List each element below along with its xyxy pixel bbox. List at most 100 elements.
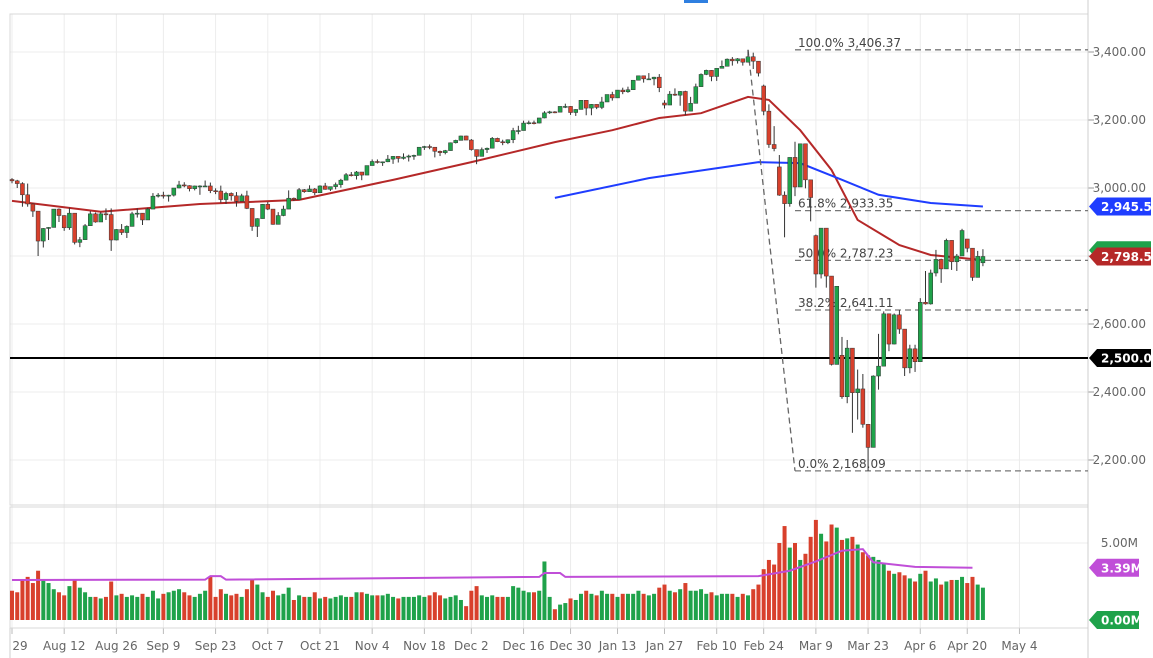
candle-up [458,135,464,141]
volume-bar [960,576,965,620]
price-tag-text: 2,798.57 [1101,250,1153,264]
fib-level-label: 61.8% 2,933.35 [798,197,893,211]
volume-bar [427,595,432,620]
candle-down [923,301,928,305]
volume-bar [62,595,67,620]
candle-up [275,215,281,225]
price-tick-label: 2,600.00 [1093,317,1146,331]
candle-down [949,240,954,263]
candle-down [500,141,505,144]
candle-up [578,100,584,110]
volume-bar [772,564,777,620]
candle-down [829,275,834,365]
fibonacci-retracement[interactable]: 100.0% 3,406.37 61.8% 2,933.35 50.0% 2,787… [747,36,1088,472]
volume-bar [354,592,359,620]
volume-bar [558,604,563,620]
candle-down [302,189,307,192]
candle-up [124,226,130,233]
candle-down [474,149,479,157]
candle-up [526,122,532,124]
candle-down [912,348,918,362]
candle-up [453,140,458,144]
candle-down [657,76,662,88]
volume-bar [693,590,698,620]
chart-frame [9,0,1089,658]
candle-up [944,240,949,270]
date-tick-label: Nov 18 [403,639,446,653]
volume-bar [599,590,604,620]
volume-bar [975,584,980,620]
candle-up [876,365,881,377]
volume-bar [103,596,108,620]
candle-down [265,204,271,210]
volume-bar [93,596,98,620]
candle-up [385,158,391,163]
volume-bar [244,589,249,620]
candle-down [108,214,114,241]
volume-bar [20,579,25,620]
candle-up [557,106,563,113]
volume-bar [766,559,771,620]
volume-bar [474,586,479,620]
volume-bar [375,595,380,620]
candle-up [698,74,704,87]
candle-up [918,301,923,362]
candle-up [834,286,840,365]
candle-down [35,210,41,242]
volume-bar [511,586,516,620]
volume-bar [495,596,500,620]
candle-up [416,146,422,156]
volume-bar [719,593,724,620]
volume-bar [563,603,568,620]
volume-bar [401,596,406,620]
candle-up [693,86,699,104]
candle-down [683,91,688,112]
volume-bar [907,578,912,620]
volume-bar [51,589,56,620]
candle-down [850,347,855,393]
candle-up [479,149,485,157]
volume-bar [746,595,751,620]
volume-bar [255,584,260,620]
volume-bar [333,596,338,620]
volume-bar [641,593,646,620]
candle-down [610,94,615,99]
date-tick-label: Aug 26 [95,639,138,653]
candle-up [745,56,751,63]
volume-bar [913,581,918,620]
candle-down [792,157,798,188]
candle-up [589,104,594,109]
volume-bar [385,593,390,620]
volume-bar [135,596,140,620]
candle-down [312,188,318,194]
volume-bar [824,541,829,620]
volume-bar [965,583,970,620]
price-tick-label: 3,200.00 [1093,113,1146,127]
volume-bar [532,592,536,620]
volume-bar [192,596,197,620]
candle-up [954,255,960,263]
candle-down [396,156,401,159]
candle-down [766,110,772,145]
candle-up [448,142,453,151]
candle-down [349,174,354,177]
volume-bar [709,592,714,620]
candle-down [965,238,970,249]
volume-bar [83,592,88,620]
candle-up [286,197,291,210]
volume-bar [652,593,657,620]
volume-bar [782,526,787,620]
fib-level-label: 100.0% 3,406.37 [798,36,901,50]
candle-up [688,103,693,112]
volume-bar [297,595,302,620]
volume-bar [615,596,620,620]
volume-bar [777,543,782,620]
volume-bar [307,596,312,620]
volume-bar [892,573,897,620]
candle-up [443,150,448,153]
volume-bar [432,592,437,620]
candle-up [338,179,344,185]
volume-bar [338,595,343,620]
candle-up [573,109,579,113]
